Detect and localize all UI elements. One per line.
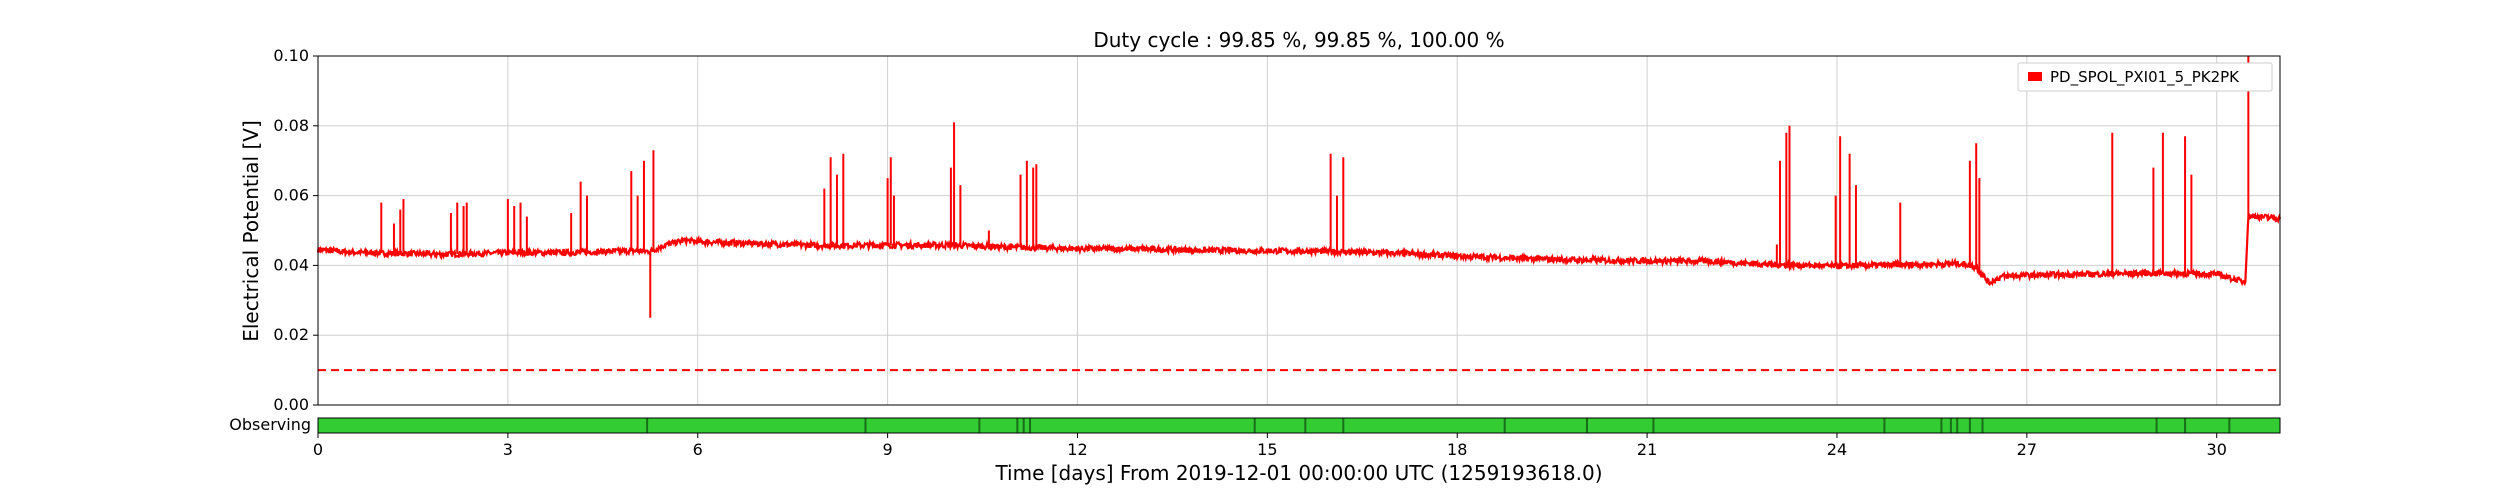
legend-label: PD_SPOL_PXI01_5_PK2PK bbox=[2050, 68, 2240, 87]
state-bar-gap bbox=[1253, 418, 1256, 433]
state-bar-gap bbox=[1883, 418, 1886, 433]
state-bar-gap bbox=[1981, 418, 1984, 433]
legend-swatch bbox=[2028, 72, 2042, 81]
state-bar-gap bbox=[2155, 418, 2158, 433]
state-bar-gap bbox=[646, 418, 649, 433]
state-bar-frame bbox=[317, 417, 2281, 434]
x-tick-label: 6 bbox=[693, 440, 703, 459]
state-bar-gap bbox=[1503, 418, 1506, 433]
state-bar-gap bbox=[1342, 418, 1345, 433]
state-bar-gap bbox=[1585, 418, 1588, 433]
x-tick-label: 18 bbox=[1447, 440, 1467, 459]
x-tick-label: 27 bbox=[2017, 440, 2037, 459]
y-tick-label: 0.06 bbox=[273, 186, 309, 205]
plot-frame bbox=[317, 55, 2281, 406]
x-tick-label: 15 bbox=[1257, 440, 1277, 459]
state-bar-gap bbox=[2184, 418, 2187, 433]
x-tick-label: 21 bbox=[1637, 440, 1657, 459]
y-axis-label: Electrical Potential [V] bbox=[239, 120, 263, 342]
y-tick-label: 0.00 bbox=[273, 395, 309, 414]
x-tick-label: 24 bbox=[1827, 440, 1847, 459]
y-tick-label: 0.02 bbox=[273, 325, 309, 344]
state-bar-gap bbox=[978, 418, 981, 433]
state-bar-gap bbox=[1940, 418, 1943, 433]
state-bar-fill bbox=[318, 418, 2280, 433]
state-bar-gap bbox=[2228, 418, 2231, 433]
state-bar-gap bbox=[1029, 418, 1032, 433]
y-tick-label: 0.04 bbox=[273, 255, 309, 274]
state-bar-gap bbox=[1016, 418, 1019, 433]
x-axis-label: Time [days] From 2019-12-01 00:00:00 UTC… bbox=[994, 461, 1602, 485]
state-bar-gap bbox=[864, 418, 867, 433]
state-bar-gaps bbox=[646, 418, 2231, 433]
state-bar-gap bbox=[1949, 418, 1952, 433]
legend-box bbox=[2017, 62, 2273, 92]
state-bar-gap bbox=[1022, 418, 1025, 433]
y-tick-label: 0.10 bbox=[273, 46, 309, 65]
x-tick-label: 0 bbox=[313, 440, 323, 459]
x-tick-layer: 0 3 6 9 12 15 18 21 24 27 30 bbox=[313, 433, 2227, 459]
state-bar-label: Observing bbox=[229, 415, 311, 434]
legend: PD_SPOL_PXI01_5_PK2PK bbox=[2017, 62, 2273, 92]
tick-layer: 0.00 0.02 0.04 0.06 0.08 0.10 bbox=[273, 46, 318, 414]
state-bar-gap bbox=[1652, 418, 1655, 433]
state-bar-gap bbox=[1304, 418, 1307, 433]
state-bar-gap bbox=[1956, 418, 1959, 433]
y-tick-label: 0.08 bbox=[273, 116, 309, 135]
x-tick-label: 12 bbox=[1067, 440, 1087, 459]
grid-layer bbox=[317, 55, 2280, 406]
data-layer bbox=[316, 56, 2282, 372]
chart-title: Duty cycle : 99.85 %, 99.85 %, 100.00 % bbox=[1093, 28, 1504, 52]
state-bar-gap bbox=[1968, 418, 1971, 433]
x-tick-label: 30 bbox=[2207, 440, 2227, 459]
x-tick-label: 3 bbox=[503, 440, 513, 459]
x-tick-label: 9 bbox=[883, 440, 893, 459]
series-line-pd-spol-pxi01-5-pk2pk bbox=[316, 211, 2282, 287]
state-bar: Observing bbox=[229, 415, 2281, 434]
